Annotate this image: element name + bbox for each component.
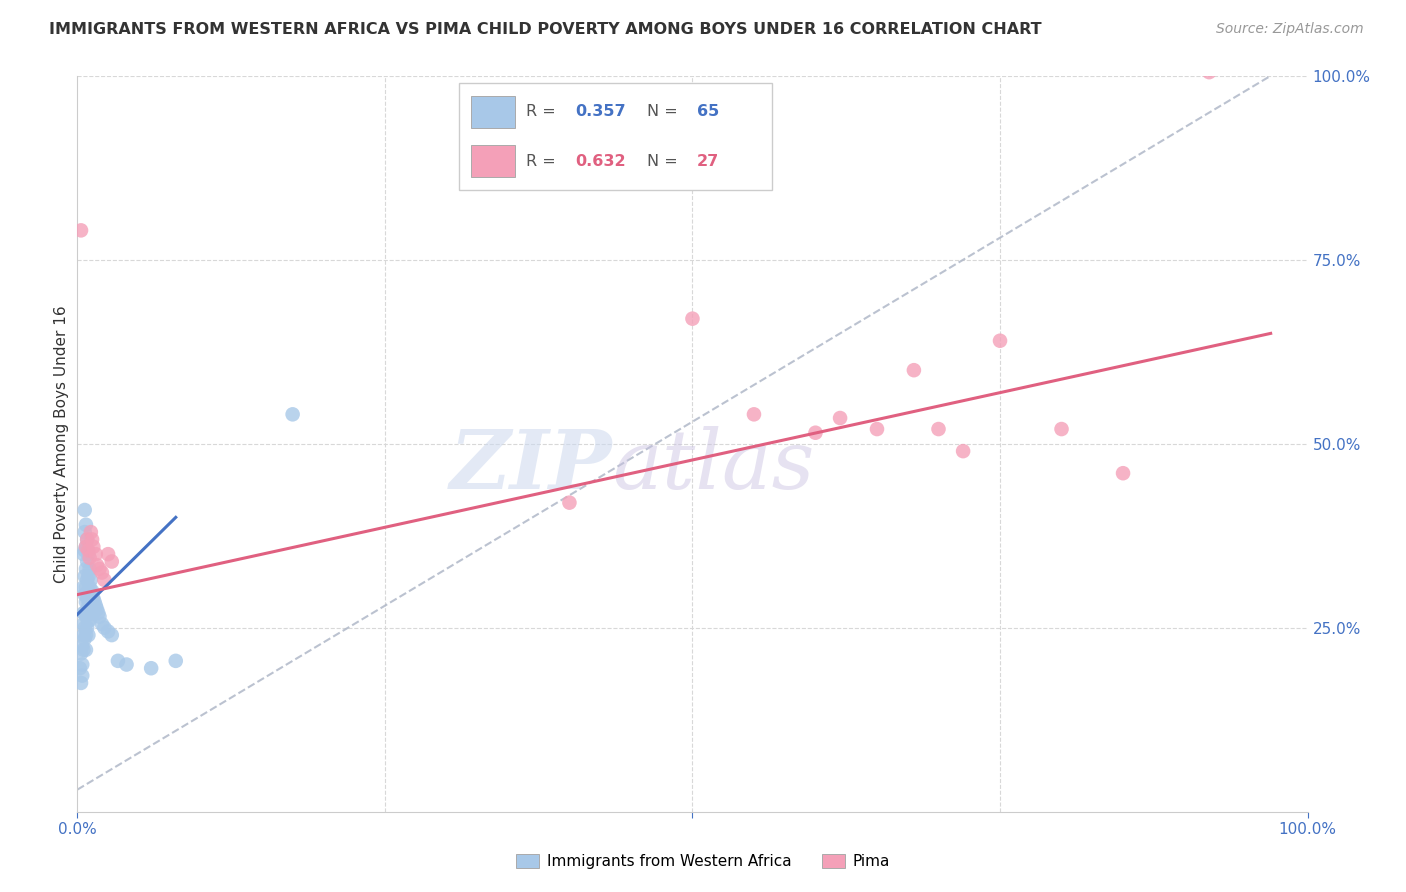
Point [75, 609, 97, 624]
Point [97, 547, 120, 561]
Point [75, 628, 97, 642]
Point [84, 547, 107, 561]
Point [952, 444, 974, 458]
Point [76, 621, 98, 635]
Point [82, 584, 104, 599]
Point [75, 540, 97, 554]
Point [77, 614, 100, 628]
Point [89, 562, 111, 576]
Text: ZIP: ZIP [450, 425, 613, 506]
Point [866, 422, 889, 436]
Point [82, 540, 104, 554]
Point [72, 580, 94, 594]
Point [77, 569, 100, 583]
Point [804, 425, 827, 440]
Point [82, 606, 104, 620]
Point [73, 606, 96, 620]
Point [70, 657, 93, 672]
Point [75, 540, 97, 554]
Point [75, 562, 97, 576]
Point [73, 569, 96, 583]
Point [77, 547, 100, 561]
Point [90, 566, 114, 580]
Point [742, 407, 765, 421]
Text: atlas: atlas [613, 425, 815, 506]
Point [73, 503, 96, 517]
Point [75, 517, 97, 532]
Point [107, 654, 129, 668]
Point [281, 407, 304, 421]
Point [928, 422, 950, 436]
Point [72, 617, 94, 632]
Point [77, 628, 100, 642]
Point [76, 533, 98, 547]
Point [101, 628, 124, 642]
Point [83, 595, 105, 609]
Point [76, 554, 98, 569]
Point [75, 595, 97, 609]
Point [84, 599, 107, 613]
Point [682, 311, 704, 326]
Point [89, 609, 111, 624]
Point [77, 543, 100, 558]
Y-axis label: Child Poverty Among Boys Under 16: Child Poverty Among Boys Under 16 [53, 305, 69, 582]
Point [79, 562, 101, 576]
Point [101, 554, 124, 569]
Point [70, 223, 93, 237]
Text: Source: ZipAtlas.com: Source: ZipAtlas.com [1216, 22, 1364, 37]
Point [73, 621, 96, 635]
Point [90, 617, 114, 632]
Point [72, 547, 94, 561]
Point [70, 639, 93, 653]
Point [79, 614, 101, 628]
Point [77, 599, 100, 613]
Point [70, 647, 93, 661]
Point [80, 573, 103, 587]
Point [93, 621, 115, 635]
Point [72, 628, 94, 642]
Point [70, 668, 93, 682]
Point [80, 602, 103, 616]
Point [165, 654, 187, 668]
Point [73, 543, 96, 558]
Point [830, 411, 852, 425]
Point [1198, 65, 1220, 79]
Point [77, 584, 100, 599]
Text: IMMIGRANTS FROM WESTERN AFRICA VS PIMA CHILD POVERTY AMONG BOYS UNDER 16 CORRELA: IMMIGRANTS FROM WESTERN AFRICA VS PIMA C… [49, 22, 1042, 37]
Point [76, 573, 98, 587]
Point [988, 334, 1011, 348]
Point [75, 642, 97, 657]
Legend: Immigrants from Western Africa, Pima: Immigrants from Western Africa, Pima [510, 848, 896, 875]
Point [97, 624, 120, 639]
Point [86, 558, 108, 573]
Point [72, 606, 94, 620]
Point [79, 580, 101, 594]
Point [87, 606, 110, 620]
Point [79, 595, 101, 609]
Point [75, 580, 97, 594]
Point [1112, 466, 1135, 480]
Point [115, 657, 138, 672]
Point [70, 676, 93, 690]
Point [80, 588, 103, 602]
Point [73, 632, 96, 646]
Point [79, 550, 101, 565]
Point [93, 573, 115, 587]
Point [903, 363, 925, 377]
Point [86, 602, 108, 616]
Point [82, 591, 104, 606]
Point [82, 533, 104, 547]
Point [72, 642, 94, 657]
Point [82, 599, 104, 613]
Point [76, 533, 98, 547]
Point [141, 661, 163, 675]
Point [76, 606, 98, 620]
Point [80, 524, 103, 539]
Point [73, 524, 96, 539]
Point [558, 496, 581, 510]
Point [1050, 422, 1073, 436]
Point [73, 588, 96, 602]
Point [76, 591, 98, 606]
Point [69, 661, 91, 675]
